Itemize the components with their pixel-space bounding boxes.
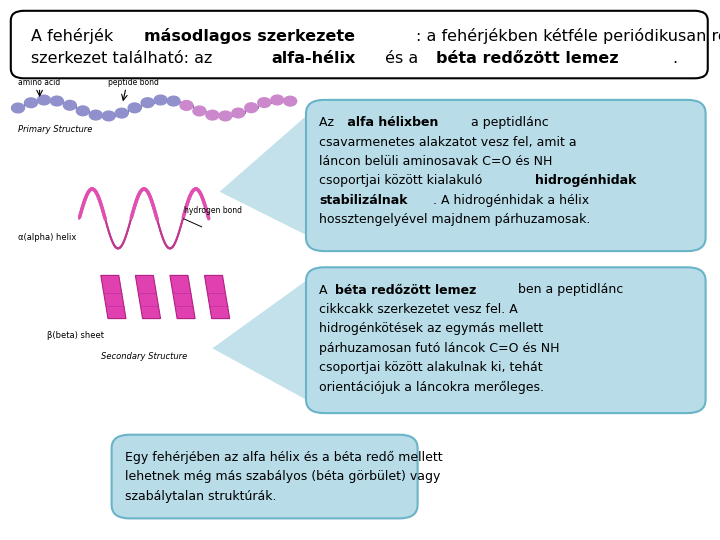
Text: hossztengelyével majdnem párhuzamosak.: hossztengelyével majdnem párhuzamosak. bbox=[319, 213, 590, 226]
Circle shape bbox=[63, 100, 76, 110]
Text: . A hidrogénhidak a hélix: . A hidrogénhidak a hélix bbox=[433, 194, 589, 207]
Text: : a fehérjékben kétféle periódikusan rendezett: : a fehérjékben kétféle periódikusan ren… bbox=[416, 28, 720, 44]
Circle shape bbox=[167, 96, 180, 106]
Circle shape bbox=[141, 98, 154, 107]
Text: szabálytalan struktúrák.: szabálytalan struktúrák. bbox=[125, 490, 276, 503]
Polygon shape bbox=[135, 275, 161, 319]
Polygon shape bbox=[212, 281, 306, 400]
Text: cikkcakk szerkezetet vesz fel. A: cikkcakk szerkezetet vesz fel. A bbox=[319, 303, 518, 316]
Circle shape bbox=[284, 96, 297, 106]
Polygon shape bbox=[101, 275, 126, 319]
FancyBboxPatch shape bbox=[7, 86, 302, 497]
Text: peptide bond: peptide bond bbox=[108, 78, 158, 87]
Text: β(beta) sheet: β(beta) sheet bbox=[47, 330, 104, 340]
Text: amino acid: amino acid bbox=[19, 78, 60, 87]
Text: orientációjuk a láncokra merőleges.: orientációjuk a láncokra merőleges. bbox=[319, 381, 544, 394]
Text: alfa-hélix: alfa-hélix bbox=[271, 51, 356, 66]
FancyBboxPatch shape bbox=[306, 267, 706, 413]
Text: A fehérjék: A fehérjék bbox=[31, 28, 118, 44]
Circle shape bbox=[232, 108, 245, 118]
Circle shape bbox=[89, 110, 102, 120]
Circle shape bbox=[219, 111, 232, 121]
Text: a peptidlánc: a peptidlánc bbox=[467, 116, 549, 129]
Text: és a: és a bbox=[380, 51, 424, 66]
Text: béta redőzött lemez: béta redőzött lemez bbox=[436, 51, 619, 66]
Text: .: . bbox=[672, 51, 678, 66]
Text: szerkezet található: az: szerkezet található: az bbox=[31, 51, 217, 66]
Text: hidrogénkötések az egymás mellett: hidrogénkötések az egymás mellett bbox=[319, 322, 543, 335]
Text: alfa hélixben: alfa hélixben bbox=[343, 116, 439, 129]
Circle shape bbox=[50, 96, 63, 106]
Circle shape bbox=[102, 111, 115, 121]
Text: párhuzamosan futó láncok C=O és NH: párhuzamosan futó láncok C=O és NH bbox=[319, 342, 559, 355]
Polygon shape bbox=[170, 275, 195, 319]
Circle shape bbox=[258, 98, 271, 107]
Polygon shape bbox=[204, 275, 230, 319]
Circle shape bbox=[206, 110, 219, 120]
Text: csoportjai között alakulnak ki, tehát: csoportjai között alakulnak ki, tehát bbox=[319, 361, 543, 374]
Circle shape bbox=[128, 103, 141, 113]
Text: béta redőzött lemez: béta redőzött lemez bbox=[335, 284, 477, 296]
Text: α(alpha) helix: α(alpha) helix bbox=[18, 233, 76, 242]
FancyBboxPatch shape bbox=[112, 435, 418, 518]
Circle shape bbox=[154, 95, 167, 105]
FancyBboxPatch shape bbox=[306, 100, 706, 251]
Text: Az: Az bbox=[319, 116, 338, 129]
Circle shape bbox=[115, 108, 128, 118]
Circle shape bbox=[12, 103, 24, 113]
Text: csavarmenetes alakzatot vesz fel, amit a: csavarmenetes alakzatot vesz fel, amit a bbox=[319, 136, 577, 148]
Text: hidrogénhidak: hidrogénhidak bbox=[535, 174, 636, 187]
Circle shape bbox=[24, 98, 37, 107]
Polygon shape bbox=[220, 116, 306, 235]
Text: ben a peptidlánc: ben a peptidlánc bbox=[518, 284, 623, 296]
Circle shape bbox=[180, 100, 193, 110]
Text: A: A bbox=[319, 284, 331, 296]
Text: hydrogen bond: hydrogen bond bbox=[184, 206, 242, 215]
Circle shape bbox=[193, 106, 206, 116]
Text: másodlagos szerkezete: másodlagos szerkezete bbox=[144, 28, 355, 44]
Text: stabilizálnak: stabilizálnak bbox=[319, 194, 408, 207]
Circle shape bbox=[245, 103, 258, 112]
Circle shape bbox=[271, 95, 284, 105]
FancyBboxPatch shape bbox=[11, 11, 708, 78]
Circle shape bbox=[37, 95, 50, 105]
Text: lehetnek még más szabályos (béta görbület) vagy: lehetnek még más szabályos (béta görbüle… bbox=[125, 470, 440, 483]
Text: Secondary Structure: Secondary Structure bbox=[101, 352, 187, 361]
Text: Primary Structure: Primary Structure bbox=[18, 125, 92, 134]
Text: Egy fehérjében az alfa hélix és a béta redő mellett: Egy fehérjében az alfa hélix és a béta r… bbox=[125, 451, 442, 464]
Text: láncon belüli aminosavak C=O és NH: láncon belüli aminosavak C=O és NH bbox=[319, 155, 552, 168]
Circle shape bbox=[76, 106, 89, 116]
Text: csoportjai között kialakuló: csoportjai között kialakuló bbox=[319, 174, 486, 187]
